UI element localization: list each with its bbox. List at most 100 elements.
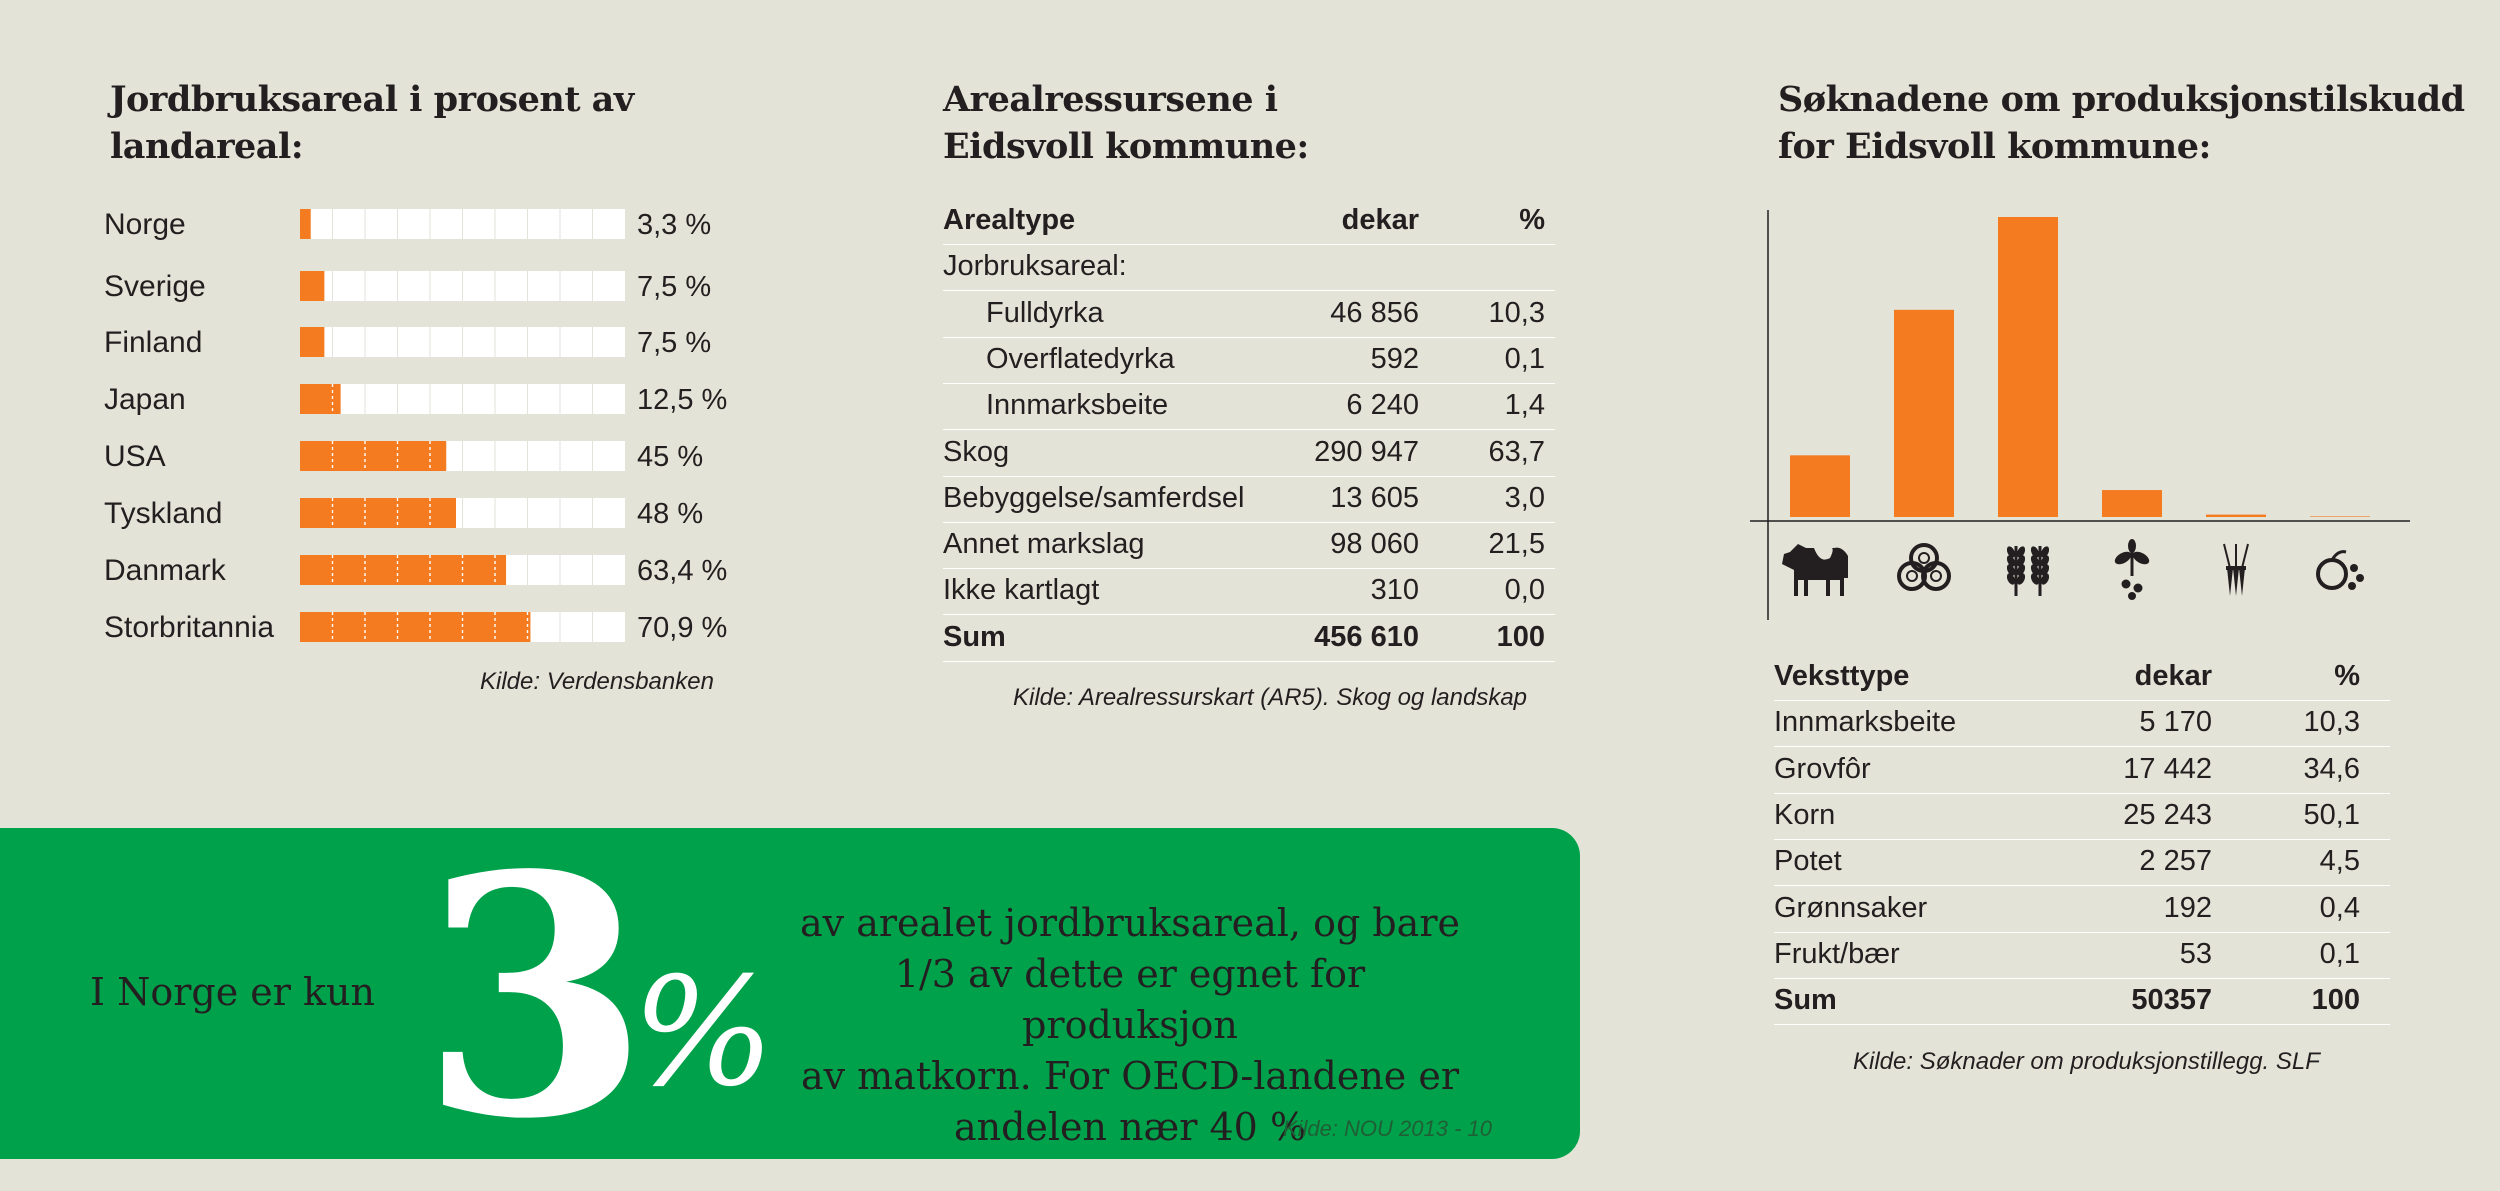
bar-value-label: 7,5 % xyxy=(637,271,711,303)
bar-category-label: USA xyxy=(104,440,166,473)
bar-category-label: Japan xyxy=(104,383,186,416)
crop-bar xyxy=(1998,217,2058,517)
percent-value: 10,3 xyxy=(2303,706,2360,739)
table-row: Grovfôr 17 442 34,6 xyxy=(1774,747,2390,794)
crop-type-table: Veksttype dekar% Innmarksbeite 5 170 10,3 Gro… xyxy=(1774,654,2390,1026)
row-label: Jorbruksareal: xyxy=(943,250,1127,283)
bar-value-label: 70,9 % xyxy=(637,612,727,644)
dekar-value: 46 856 xyxy=(1330,296,1419,329)
row-label: Fulldyrka xyxy=(986,296,1104,329)
cow-icon xyxy=(1782,544,1848,596)
bar-value-label: 12,5 % xyxy=(637,384,727,416)
dekar-value: 25 243 xyxy=(2123,798,2212,831)
carrot-bunch-icon xyxy=(2223,543,2249,596)
fruit-berry-icon xyxy=(2316,550,2364,590)
table-row: Fulldyrka 46 856 10,3 xyxy=(943,291,1555,338)
bar xyxy=(300,441,447,471)
bar xyxy=(300,384,341,414)
dekar-value: 290 947 xyxy=(1314,435,1419,468)
dekar-value: 98 060 xyxy=(1330,528,1419,561)
percent-value: 0,4 xyxy=(2319,891,2360,924)
row-label: Grønnsaker xyxy=(1774,891,1928,924)
dekar-value: 17 442 xyxy=(2123,752,2212,785)
row-label: Ikke kartlagt xyxy=(943,574,1100,607)
agricultural-area-bar-chart: Norge 3,3 % Sverige 7,5 % Finland 7,5 % Japan 1… xyxy=(104,208,727,644)
column-header: % xyxy=(2334,660,2360,692)
row-label: Sum xyxy=(943,620,1006,653)
row-label: Overflatedyrka xyxy=(986,342,1175,375)
dekar-value: 592 xyxy=(1370,342,1419,375)
percent-value: 0,0 xyxy=(1504,574,1545,607)
bar-value-label: 63,4 % xyxy=(637,555,727,587)
row-label: Frukt/bær xyxy=(1774,937,1900,970)
table-row: Potet 2 257 4,5 xyxy=(1774,839,2390,887)
table-row: Sum 50357 100 xyxy=(1774,978,2390,1026)
subsidy-title: Søknadene om produksjonstilskudd for Eid… xyxy=(1778,79,2465,167)
dekar-value: 6 240 xyxy=(1346,389,1419,422)
crop-bar xyxy=(1790,455,1850,517)
percent-value: 3,0 xyxy=(1504,481,1545,514)
bar-chart-source: Kilde: Verdensbanken xyxy=(480,668,714,695)
bar-category-label: Storbritannia xyxy=(104,611,274,644)
wheat-icon xyxy=(2006,546,2050,596)
dekar-value: 192 xyxy=(2163,891,2212,924)
percent-value: 4,5 xyxy=(2319,845,2360,878)
column-header: % xyxy=(1519,204,1545,236)
dekar-value: 50357 xyxy=(2131,984,2212,1017)
potato-plant-icon xyxy=(2114,539,2150,600)
crop-bar xyxy=(2310,516,2370,517)
dekar-value: 5 170 xyxy=(2139,706,2212,739)
land-resources-title: Arealressursene i Eidsvoll kommune: xyxy=(943,79,1309,167)
banner-text: av arealet jordbruksareal, og bare 1/3 a… xyxy=(800,901,1460,1149)
bar-category-label: Norge xyxy=(104,208,186,241)
table-row: Innmarksbeite 6 240 1,4 xyxy=(943,383,1555,431)
percent-value: 100 xyxy=(1496,620,1545,653)
column-header: dekar xyxy=(1341,204,1419,236)
bar-category-label: Finland xyxy=(104,326,202,359)
table-row: Ikke kartlagt 310 0,0 xyxy=(943,568,1555,616)
percent-value: 1,4 xyxy=(1504,389,1545,422)
percent-value: 50,1 xyxy=(2303,798,2360,831)
bar xyxy=(300,209,311,239)
percent-value: 34,6 xyxy=(2303,752,2360,785)
table-row: Sum 456 610 100 xyxy=(943,615,1555,662)
table-row: Bebyggelse/samferdsel 13 605 3,0 xyxy=(943,476,1555,523)
bar-category-label: Sverige xyxy=(104,270,206,303)
banner-percent-sign: % xyxy=(632,946,775,1120)
banner-big-number: 3 xyxy=(420,803,650,1191)
percent-value: 10,3 xyxy=(1488,296,1545,329)
land-resources-source: Kilde: Arealressurskart (AR5). Skog og l… xyxy=(1013,684,1528,711)
bar-value-label: 48 % xyxy=(637,498,703,530)
fact-banner: I Norge er kun 3 % av arealet jordbruksa… xyxy=(0,803,1580,1191)
dekar-value: 53 xyxy=(2179,937,2212,970)
column-header: dekar xyxy=(2134,660,2212,692)
dekar-value: 310 xyxy=(1370,574,1419,607)
row-label: Korn xyxy=(1774,798,1836,831)
dekar-value: 456 610 xyxy=(1314,620,1419,653)
table-row: Grønnsaker 192 0,4 xyxy=(1774,886,2390,933)
column-header: Veksttype xyxy=(1774,660,1910,692)
bar-chart-title: Jordbruksareal i prosent av landareal: xyxy=(110,79,634,167)
table-header-row: Veksttype dekar% xyxy=(1774,654,2390,701)
crop-bar xyxy=(2102,490,2162,517)
row-label: Annet markslag xyxy=(943,528,1145,561)
table-row: Annet markslag 98 060 21,5 xyxy=(943,522,1555,570)
percent-value: 0,1 xyxy=(1504,342,1545,375)
row-label: Innmarksbeite xyxy=(986,389,1169,422)
hay-bales-icon xyxy=(1897,543,1951,591)
table-row: Innmarksbeite 5 170 10,3 xyxy=(1774,700,2390,748)
row-label: Skog xyxy=(943,435,1010,468)
bar-category-label: Danmark xyxy=(104,554,227,587)
table-row: Skog 290 947 63,7 xyxy=(943,430,1555,477)
percent-value: 0,1 xyxy=(2319,937,2360,970)
row-label: Potet xyxy=(1774,845,1842,878)
percent-value: 21,5 xyxy=(1488,528,1545,561)
dekar-value: 2 257 xyxy=(2139,845,2212,878)
row-label: Grovfôr xyxy=(1774,752,1871,785)
table-row: Jorbruksareal: xyxy=(943,244,1555,292)
column-header: Arealtype xyxy=(943,204,1076,236)
bar-value-label: 3,3 % xyxy=(637,209,711,241)
row-label: Bebyggelse/samferdsel xyxy=(943,481,1245,514)
bar xyxy=(300,327,325,357)
crop-type-bar-chart xyxy=(1750,210,2410,620)
